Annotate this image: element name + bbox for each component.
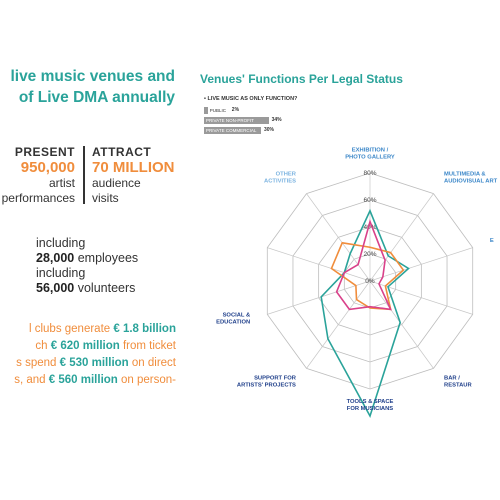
revenue-amount: € 620 million [50,340,120,352]
revenue-line1: l clubs generate € 1.8 billion [0,321,176,338]
legal-status-bar-value: 30% [264,127,275,133]
legal-status-bar-value: 34% [271,117,282,123]
radar-axis-label-line: ACTIVITIES [264,179,296,185]
radar-axis-label-line: SUPPORT FOR [254,375,297,381]
revenue-text: s spend [16,357,60,369]
radar-axis-label: EXHIBITION / PHOTO GALLERY [345,148,395,161]
revenue-text: on person- [117,374,176,386]
radar-axis-label-line: MULTIMEDIA & [444,172,486,178]
radar-axis-label: TOOLS & SPACE FOR MUSICIANS [347,399,394,412]
revenue-text: from ticket [119,340,176,352]
legal-status-bar [204,107,208,114]
employees-line: 28,000 employees [36,251,138,266]
radar-axis-label: MULTIMEDIA & AUDIOVISUAL ART [444,172,498,185]
radar-axis-label-line: PHOTO GALLERY [345,155,395,161]
attract-number: 70 MILLION [92,159,175,176]
employees-number: 28,000 [36,251,75,265]
radar-axis-label: OTHER ACTIVITIES [264,172,297,185]
revenue-line2: ch € 620 million from ticket [0,338,176,355]
staff-block: including 28,000 employees including 56,… [36,236,138,296]
legal-status-bar-value: 2% [231,107,240,113]
legal-status-bar-label: PRIVATE NON-PROFIT [206,118,254,123]
present-sub2: performances [1,191,75,205]
volunteers-number: 56,000 [36,281,75,295]
radar-axis-label-line: TOOLS & SPACE [347,399,394,405]
venues-title-line2: of Live DMA annually [18,89,175,106]
revenue-line3: s spend € 530 million on direct [0,355,176,372]
attract-sub2: visits [92,191,119,205]
present-heading: PRESENT [14,145,75,159]
revenue-amount: € 560 million [48,374,118,386]
legal-status-bar [204,117,269,124]
radar-axis-label-line: ARTISTS' PROJECTS [237,382,296,388]
venues-title: live music venues and of Live DMA annual… [0,66,175,108]
radar-spoke [267,280,371,315]
revenue-amount: € 530 million [59,357,129,369]
radar-axis-label-line: RESTAUR [444,382,472,388]
radar-spoke [369,193,434,282]
radar-spoke [369,247,473,282]
radar-axis-label-line: E [490,238,494,244]
legal-status-question: • LIVE MUSIC AS ONLY FUNCTION? [204,96,298,102]
radar-axis-label-line: AUDIOVISUAL ART [444,179,498,185]
radar-tick-label: 60% [363,197,376,204]
radar-tick-label: 0% [365,278,375,285]
attract-sub1: audience [92,176,141,190]
radar-series-line [330,241,405,311]
radar-spoke [306,193,371,282]
radar-axis-label: SOCIAL & EDUCATION [216,312,250,325]
radar-axis-label: BAR / RESTAUR [444,375,472,388]
radar-axis-label-line: OTHER [276,172,297,178]
chart-title: Venues' Functions Per Legal Status [200,72,403,86]
revenue-paragraph: l clubs generate € 1.8 billion ch € 620 … [0,321,176,389]
revenue-amount: € 1.8 billion [113,323,176,335]
present-number: 950,000 [20,159,75,176]
radar-axis-label-line: SOCIAL & [223,312,251,318]
radar-tick-label: 20% [363,251,376,258]
volunteers-line: 56,000 volunteers [36,281,138,296]
present-sub1: artist [48,176,75,190]
including-employees: including [36,236,86,250]
radar-axis-label-line: BAR / [444,375,460,381]
volunteers-word: volunteers [77,281,136,295]
stat-divider [83,146,85,204]
attract-heading: ATTRACT [92,145,152,159]
including-volunteers: including [36,266,86,280]
revenue-text: s, and [14,374,49,386]
radar-axis-label-line: EXHIBITION / [352,148,389,154]
radar-spoke [267,247,371,282]
revenue-line4: s, and € 560 million on person- [0,372,176,389]
radar-axis-label: E [490,238,494,244]
radar-spoke [369,280,434,369]
radar-axis-label-line: EDUCATION [216,319,250,325]
revenue-text: on direct [128,357,176,369]
venues-title-line1: live music venues and [10,68,175,85]
revenue-text: l clubs generate [28,323,114,335]
legal-status-bar [204,127,261,134]
present-stat: PRESENT 950,000 artist performances [0,145,75,206]
radar-series-line [320,208,410,419]
revenue-text: ch [35,340,51,352]
radar-series-line [335,219,392,311]
radar-tick-label: 40% [363,224,376,231]
radar-axis-label-line: FOR MUSICIANS [347,406,394,412]
legal-status-bar-label: PRIVATE COMMERCIAL [206,128,257,133]
radar-axis-label: SUPPORT FOR ARTISTS' PROJECTS [237,375,297,388]
employees-word: employees [77,251,139,265]
radar-spoke [306,280,371,369]
legal-status-bar-label: PUBLIC [209,108,227,113]
attract-stat: ATTRACT 70 MILLION audience visits [92,145,182,206]
radar-tick-label: 80% [363,170,376,177]
